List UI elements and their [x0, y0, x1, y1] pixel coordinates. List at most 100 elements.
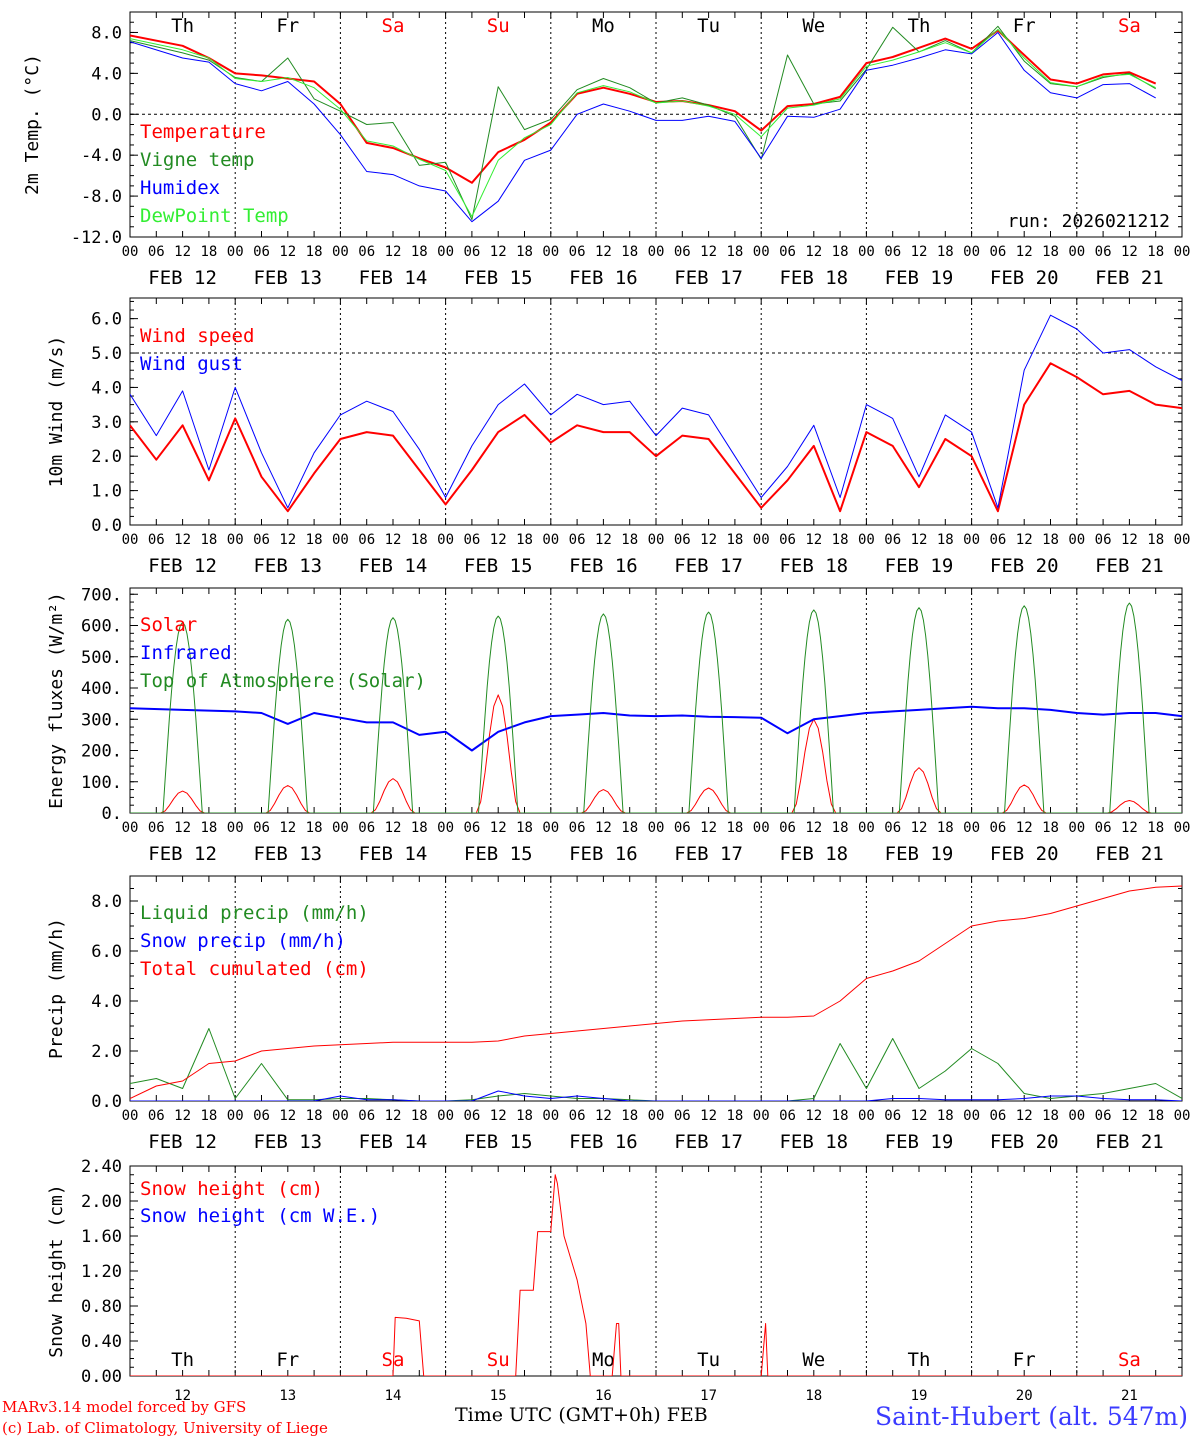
- hour-tick-label: 00: [332, 820, 349, 836]
- hour-tick-label: 06: [148, 244, 165, 260]
- series-temperature: [130, 29, 1157, 184]
- hour-tick-label: 00: [437, 1108, 454, 1124]
- day-label: FEB 20: [990, 267, 1059, 289]
- hour-tick-label: 12: [700, 1108, 717, 1124]
- hour-tick-label: 00: [1068, 244, 1085, 260]
- hour-tick-label: 18: [726, 244, 743, 260]
- day-label: FEB 13: [253, 843, 322, 865]
- weekday-label: We: [802, 1349, 825, 1371]
- hour-tick-label: 06: [253, 820, 270, 836]
- hour-tick-label: 00: [542, 244, 559, 260]
- plot-frame: [129, 297, 1183, 526]
- day-label: FEB 16: [569, 267, 638, 289]
- hour-tick-label: 18: [726, 1108, 743, 1124]
- hour-tick-label: 18: [621, 532, 638, 548]
- hour-tick-label: 00: [963, 820, 980, 836]
- hour-tick-label: 06: [674, 1108, 691, 1124]
- hour-tick-label: 00: [858, 244, 875, 260]
- hour-tick-label: 00: [437, 244, 454, 260]
- series-vigne-temp: [130, 25, 1156, 221]
- legend-vigne-temp: Vigne temp: [140, 149, 254, 171]
- hour-tick-label: 12: [1016, 244, 1033, 260]
- hour-tick-label: 18: [937, 244, 954, 260]
- hour-tick-label: 12: [1121, 244, 1138, 260]
- y-tick-label: 700.: [81, 585, 122, 605]
- hour-tick-label: 00: [753, 1108, 770, 1124]
- hour-tick-label: 12: [1016, 532, 1033, 548]
- hour-tick-label: 06: [674, 244, 691, 260]
- series-wind-gust: [130, 314, 1182, 509]
- hour-tick-label: 12: [911, 244, 928, 260]
- panel-1: 8.0 4.0 0.0 -4.0 -8.0 -12.0 2m Temp. (°C) 00 06 1…: [22, 11, 1191, 289]
- hour-tick-label: 00: [122, 532, 139, 548]
- weekday-label: Th: [908, 1349, 931, 1371]
- panel-3: 700. 600. 500. 400. 300. 200. 100. 0. Energy flu…: [46, 585, 1190, 865]
- hour-tick-label: 00: [332, 244, 349, 260]
- y-axis-title: 2m Temp. (°C): [22, 54, 43, 195]
- day-label: FEB 19: [885, 1131, 954, 1153]
- weekday-label: Su: [487, 15, 510, 37]
- legend-total-cumulated-cm-: Total cumulated (cm): [140, 958, 369, 980]
- y-tick-label: 4.0: [91, 992, 122, 1012]
- day-label: FEB 13: [253, 1131, 322, 1153]
- hour-tick-label: 18: [937, 1108, 954, 1124]
- hour-tick-label: 18: [411, 820, 428, 836]
- hour-tick-label: 18: [726, 532, 743, 548]
- hour-tick-label: 06: [358, 1108, 375, 1124]
- hour-tick-label: 00: [648, 532, 665, 548]
- hour-tick-label: 12: [279, 820, 296, 836]
- hour-tick-label: 18: [411, 1108, 428, 1124]
- hour-tick-label: 00: [1174, 244, 1191, 260]
- day-label: FEB 15: [464, 843, 533, 865]
- hour-tick-label: 18: [411, 244, 428, 260]
- hour-tick-label: 06: [884, 532, 901, 548]
- y-tick-label: 300.: [81, 710, 122, 730]
- day-label: FEB 15: [464, 267, 533, 289]
- hour-tick-label: 06: [884, 820, 901, 836]
- series-liquid-precip-mm-h-: [130, 1028, 1182, 1101]
- hour-tick-label: 18: [200, 244, 217, 260]
- hour-tick-label: 12: [1121, 820, 1138, 836]
- hour-tick-label: 18: [306, 1108, 323, 1124]
- hour-tick-label: 18: [726, 820, 743, 836]
- series-infrared: [130, 705, 1182, 752]
- weekday-label: Tu: [697, 15, 720, 37]
- weekday-label: Su: [487, 1349, 510, 1371]
- hour-tick-label: 06: [674, 532, 691, 548]
- hour-tick-label: 06: [148, 820, 165, 836]
- hour-tick-label: 12: [490, 1108, 507, 1124]
- hour-tick-label: 18: [621, 244, 638, 260]
- run-label: run: 2026021212: [1007, 211, 1170, 232]
- hour-tick-label: 18: [516, 1108, 533, 1124]
- hour-tick-label: 18: [200, 532, 217, 548]
- y-tick-label: 2.0: [91, 447, 122, 467]
- y-tick-label: 0.0: [91, 516, 122, 536]
- legend-solar: Solar: [140, 614, 197, 636]
- weekday-label: Sa: [1118, 15, 1141, 37]
- hour-tick-label: 00: [1174, 820, 1191, 836]
- hour-tick-label: 18: [621, 820, 638, 836]
- hour-tick-label: 12: [1016, 1108, 1033, 1124]
- legend-temperature: Temperature: [140, 121, 266, 143]
- weekday-label: We: [802, 15, 825, 37]
- y-tick-label: 0.00: [81, 1367, 122, 1387]
- weekday-label: Fr: [276, 1349, 299, 1371]
- y-tick-label: 4.0: [91, 378, 122, 398]
- legend-wind-speed: Wind speed: [140, 325, 254, 347]
- hour-tick-label: 12: [385, 1108, 402, 1124]
- day-label: FEB 12: [148, 843, 217, 865]
- hour-tick-label: 12: [805, 532, 822, 548]
- hour-tick-label: 12: [174, 820, 191, 836]
- hour-tick-label: 18: [832, 244, 849, 260]
- hour-tick-label: 12: [1121, 532, 1138, 548]
- hour-tick-label: 12: [279, 532, 296, 548]
- y-tick-label: 8.0: [91, 892, 122, 912]
- day-label: FEB 17: [674, 267, 743, 289]
- y-tick-label: 6.0: [91, 942, 122, 962]
- day-number: 16: [595, 1388, 612, 1404]
- panel-5: 2.40 2.00 1.60 1.20 0.80 0.40 0.00 Snow height …: [46, 1157, 1183, 1404]
- hour-tick-label: 18: [1147, 1108, 1164, 1124]
- hour-tick-label: 12: [385, 532, 402, 548]
- hour-tick-label: 00: [122, 244, 139, 260]
- day-number: 18: [805, 1388, 822, 1404]
